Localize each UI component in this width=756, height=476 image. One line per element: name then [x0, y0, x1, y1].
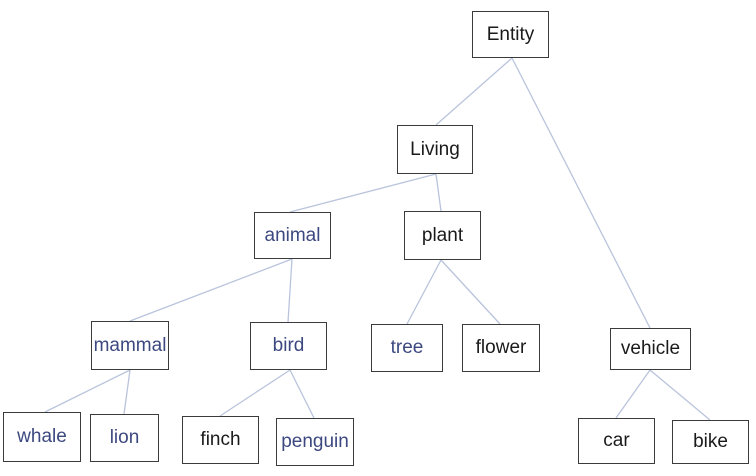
- node-whale: whale: [3, 412, 81, 462]
- edge-plant-flower: [440, 259, 501, 325]
- edge-mammal-whale: [44, 369, 131, 413]
- node-flower: flower: [462, 324, 540, 372]
- edge-entity-living: [435, 57, 513, 126]
- node-plant: plant: [404, 211, 481, 260]
- edge-vehicle-bike: [649, 369, 711, 421]
- node-entity: Entity: [472, 11, 549, 58]
- edge-bird-penguin: [289, 369, 315, 419]
- edge-entity-vehicle: [511, 57, 651, 329]
- node-car: car: [578, 418, 655, 464]
- node-finch: finch: [182, 416, 259, 464]
- node-vehicle: vehicle: [610, 328, 691, 370]
- edge-bird-finch: [219, 369, 291, 417]
- edge-animal-bird: [287, 258, 293, 323]
- edge-living-animal: [289, 173, 437, 213]
- edge-vehicle-car: [615, 369, 651, 419]
- node-lion: lion: [90, 414, 159, 462]
- node-penguin: penguin: [276, 418, 354, 466]
- edge-living-plant: [435, 173, 442, 212]
- node-bird: bird: [250, 322, 327, 370]
- edge-animal-mammal: [129, 258, 293, 322]
- node-animal: animal: [254, 212, 331, 259]
- node-living: Living: [397, 125, 473, 174]
- edge-mammal-lion: [123, 369, 131, 415]
- edge-plant-tree: [406, 259, 442, 325]
- node-tree: tree: [371, 324, 443, 372]
- node-bike: bike: [672, 420, 749, 464]
- node-mammal: mammal: [91, 321, 169, 370]
